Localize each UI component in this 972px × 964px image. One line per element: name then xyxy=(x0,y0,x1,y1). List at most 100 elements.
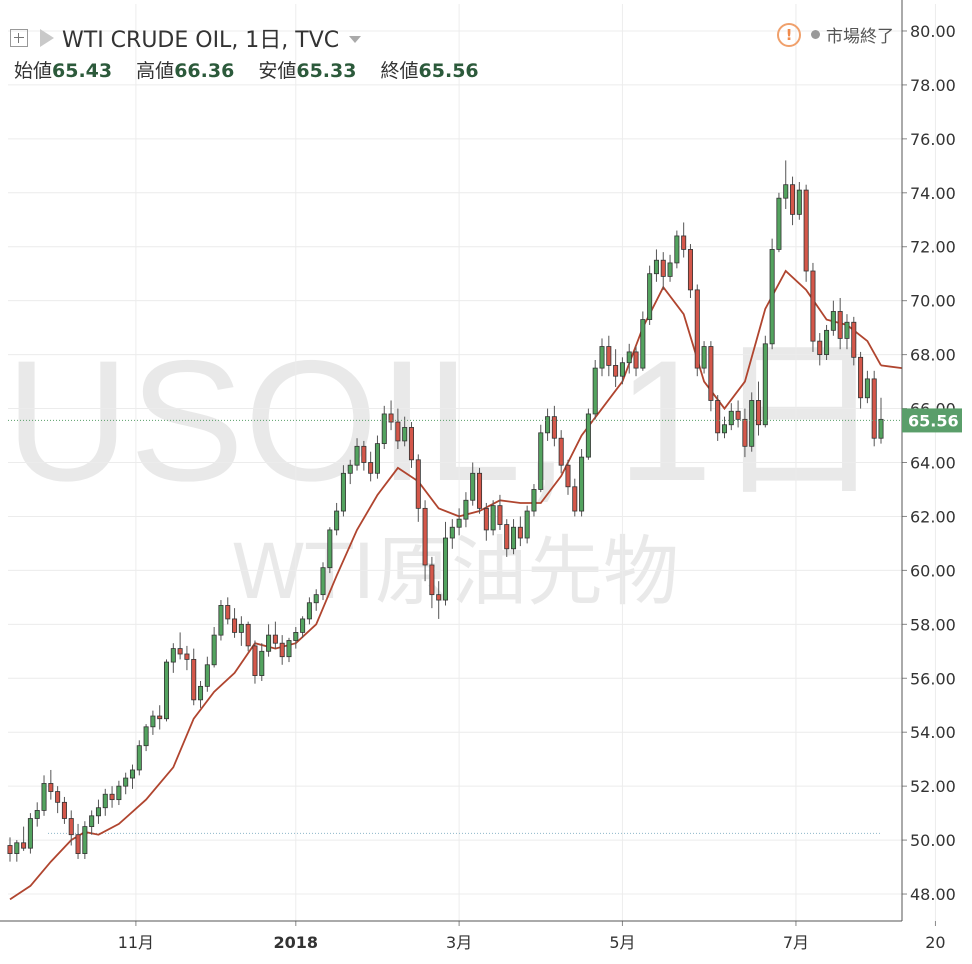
y-tick-label: 80.00 xyxy=(910,22,956,41)
candle xyxy=(681,222,687,258)
candle xyxy=(796,182,802,220)
candle-body xyxy=(116,785,122,801)
candle xyxy=(531,484,537,517)
candle-body xyxy=(163,661,170,720)
candle xyxy=(803,184,809,282)
candle-body xyxy=(531,489,537,512)
candle xyxy=(102,788,108,816)
candle-body xyxy=(354,445,360,466)
candle-body xyxy=(558,437,564,466)
y-tick-label: 78.00 xyxy=(910,76,956,95)
candle-body xyxy=(286,640,292,658)
x-tick-label: 11月 xyxy=(118,933,154,952)
candle xyxy=(824,324,830,361)
candle xyxy=(762,335,768,428)
candle xyxy=(306,597,312,625)
candle xyxy=(198,680,204,708)
candle-body xyxy=(293,632,299,641)
candle-body xyxy=(674,235,680,264)
candle-body xyxy=(34,810,40,819)
chevron-down-icon[interactable] xyxy=(349,35,362,43)
candle-body xyxy=(374,443,380,474)
candle-body xyxy=(708,346,714,401)
candle-body xyxy=(272,634,278,644)
candle xyxy=(504,519,510,557)
candle-body xyxy=(613,365,619,377)
y-tick-label: 62.00 xyxy=(910,507,956,526)
candle-body xyxy=(7,845,13,854)
candle xyxy=(388,400,394,431)
y-tick-label: 52.00 xyxy=(910,777,956,796)
candle xyxy=(327,527,333,574)
candle-body xyxy=(232,618,238,633)
candle-body xyxy=(327,529,333,569)
candle xyxy=(429,556,435,609)
expand-icon[interactable] xyxy=(10,29,28,47)
candle xyxy=(565,459,571,495)
candle-body xyxy=(198,685,204,701)
candle-body xyxy=(565,464,571,488)
candle-body xyxy=(769,249,775,345)
candle-body xyxy=(878,418,884,439)
candle-body xyxy=(143,726,149,747)
candle-body xyxy=(456,518,462,528)
candle-body xyxy=(334,510,340,531)
candle-body xyxy=(742,418,748,447)
symbol-header[interactable]: WTI CRUDE OIL, 1日, TVC xyxy=(10,22,362,54)
candle xyxy=(606,335,612,377)
candle xyxy=(7,837,13,862)
candle-body xyxy=(490,505,496,531)
candle xyxy=(470,462,476,506)
candle-body xyxy=(585,413,591,458)
candle xyxy=(61,796,67,824)
candle-body xyxy=(61,801,67,819)
candle xyxy=(14,840,20,862)
candle-body xyxy=(647,273,653,320)
candle-body xyxy=(68,818,74,836)
x-tick-label: 20 xyxy=(925,933,945,952)
candle-body xyxy=(776,197,782,250)
candle-body xyxy=(858,356,864,399)
y-tick-label: 50.00 xyxy=(910,831,956,850)
ma-line-extension xyxy=(880,364,903,369)
candle-body xyxy=(572,486,578,512)
candle-body xyxy=(667,262,673,277)
y-tick-label: 68.00 xyxy=(910,346,956,365)
candle xyxy=(334,502,340,536)
warning-icon[interactable]: ! xyxy=(777,22,801,47)
candle-body xyxy=(633,351,639,369)
candle-body xyxy=(21,842,27,849)
high-label: 高値 xyxy=(136,60,175,82)
candle xyxy=(347,459,353,485)
symbol-title[interactable]: WTI CRUDE OIL, 1日, TVC xyxy=(62,28,340,53)
candle xyxy=(728,403,734,431)
candle xyxy=(640,311,646,371)
candle-body xyxy=(218,605,224,636)
x-tick-label: 2018 xyxy=(274,933,319,952)
candle-body xyxy=(150,715,156,728)
candle xyxy=(749,392,755,452)
candle-body xyxy=(756,400,762,426)
candle-body xyxy=(653,259,659,275)
candle xyxy=(245,621,251,652)
candle xyxy=(715,395,721,441)
candles xyxy=(7,160,884,862)
candle-body xyxy=(184,653,190,660)
candle-body xyxy=(545,416,551,434)
candle-body xyxy=(626,351,632,364)
open-label: 始値 xyxy=(14,60,53,82)
candle xyxy=(293,627,299,649)
candle-body xyxy=(701,346,707,369)
candle xyxy=(211,627,217,668)
candle xyxy=(579,449,585,517)
candle xyxy=(783,160,789,209)
last-price-label: 65.56 xyxy=(908,411,959,430)
x-tick-label: 7月 xyxy=(783,933,809,952)
candle xyxy=(660,252,666,290)
candle-body xyxy=(422,507,428,566)
candle-body xyxy=(204,664,210,687)
candle xyxy=(647,265,653,325)
candle-body xyxy=(721,424,728,434)
candle-body xyxy=(749,400,755,447)
